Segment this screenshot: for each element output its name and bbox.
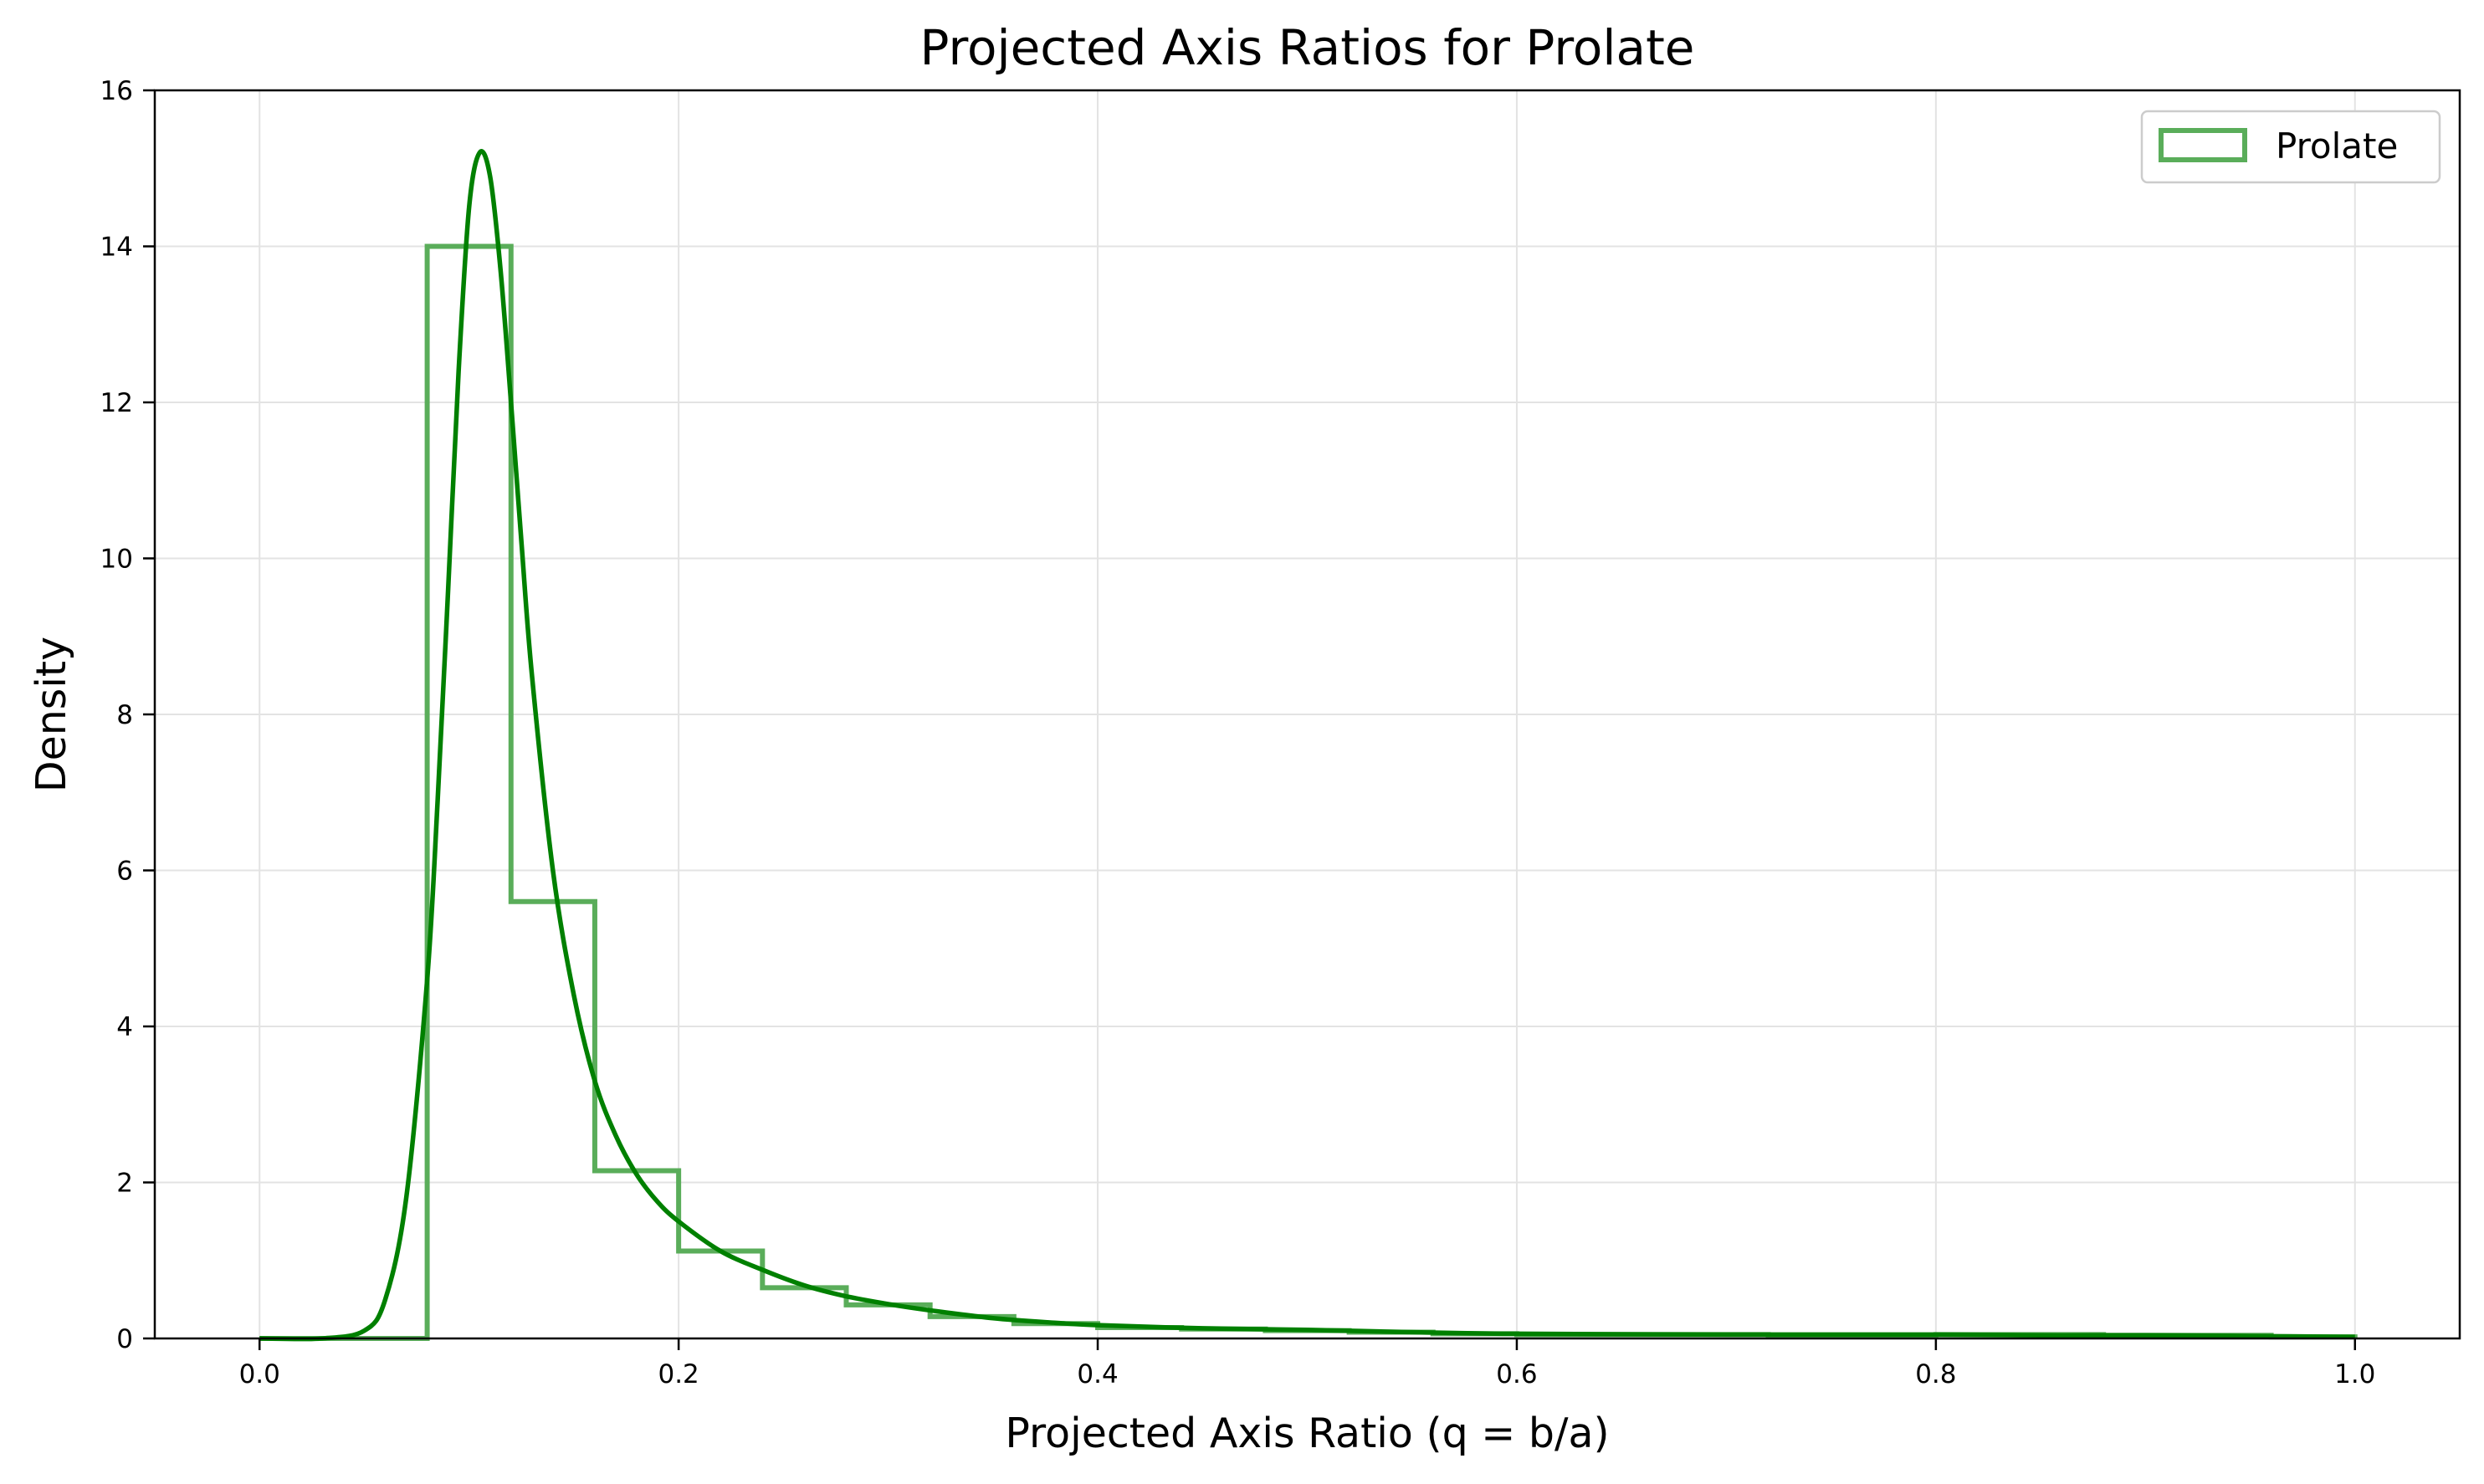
y-tick-label: 16 bbox=[100, 76, 133, 106]
x-tick-label: 0.6 bbox=[1496, 1359, 1537, 1389]
legend-swatch-prolate bbox=[2159, 128, 2247, 162]
chart-title: Projected Axis Ratios for Prolate bbox=[920, 19, 1695, 76]
y-tick-label: 12 bbox=[100, 388, 133, 418]
y-tick-label: 0 bbox=[116, 1324, 133, 1354]
x-tick-label: 0.8 bbox=[1915, 1359, 1956, 1389]
grid bbox=[155, 90, 2460, 1339]
y-tick-label: 4 bbox=[116, 1012, 133, 1042]
y-tick-label: 14 bbox=[100, 233, 133, 263]
x-tick-label: 0.0 bbox=[239, 1359, 280, 1389]
x-tick-label: 0.4 bbox=[1077, 1359, 1118, 1389]
y-tick-label: 10 bbox=[100, 545, 133, 575]
legend-label-prolate: Prolate bbox=[2276, 125, 2398, 166]
y-tick-label: 2 bbox=[116, 1169, 133, 1199]
axis-ticks: 0.0 0.2 0.4 0.6 0.8 1.0 0 2 4 6 8 10 12 14 16 bbox=[100, 76, 2376, 1389]
plot-area bbox=[259, 149, 2358, 1342]
x-tick-label: 0.2 bbox=[658, 1359, 699, 1389]
x-tick-label: 1.0 bbox=[2334, 1359, 2375, 1389]
kde-line bbox=[259, 149, 2355, 1342]
y-axis-label: Density bbox=[28, 637, 75, 792]
legend: Prolate bbox=[2140, 110, 2441, 184]
y-tick-label: 8 bbox=[116, 700, 133, 730]
y-tick-label: 6 bbox=[116, 857, 133, 887]
x-axis-label: Projected Axis Ratio (q = b/a) bbox=[1005, 1410, 1609, 1457]
